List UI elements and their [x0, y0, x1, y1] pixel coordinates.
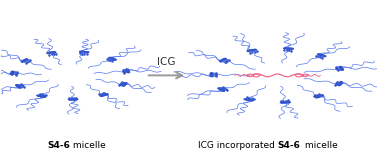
Text: ICG incorporated: ICG incorporated — [198, 141, 277, 150]
Text: micelle: micelle — [70, 141, 106, 150]
Text: ICG: ICG — [157, 57, 176, 67]
Text: S4-6: S4-6 — [48, 141, 70, 150]
Text: S4-6: S4-6 — [277, 141, 301, 150]
Text: micelle: micelle — [302, 141, 338, 150]
